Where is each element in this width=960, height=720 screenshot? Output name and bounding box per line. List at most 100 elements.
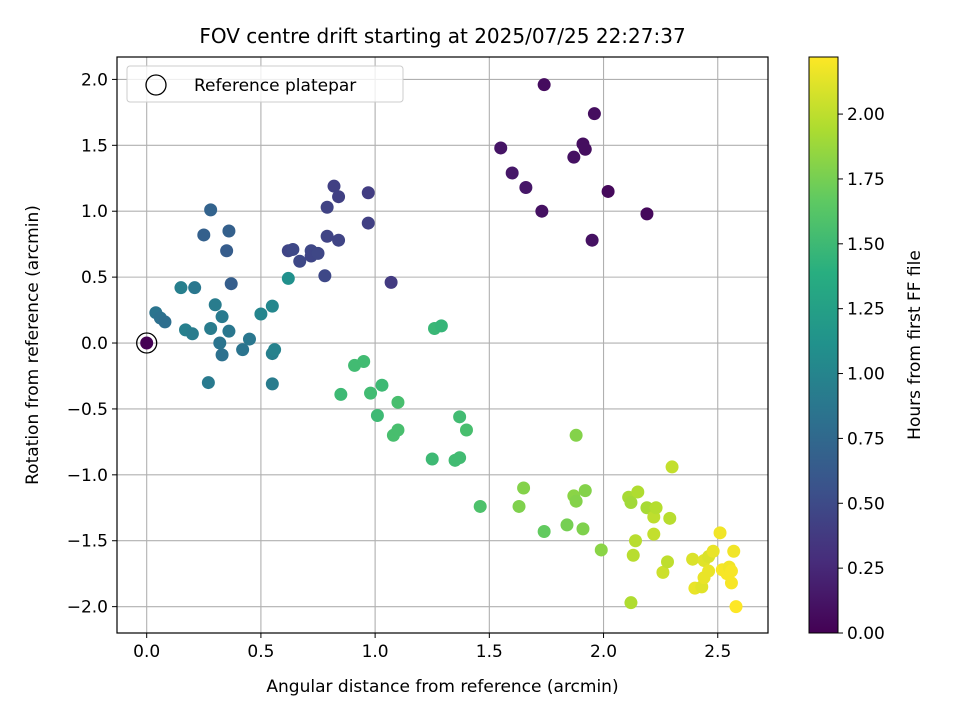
data-point xyxy=(197,228,211,242)
colorbar-tick-label: 0.75 xyxy=(847,429,885,449)
data-point xyxy=(215,310,229,324)
data-point xyxy=(567,150,581,164)
y-tick-label: −2.0 xyxy=(67,598,108,618)
scatter-points xyxy=(136,78,743,614)
colorbar-tick-label: 2.00 xyxy=(847,105,885,125)
y-ticks: −2.0 −1.5 −1.0 −0.5 0.0 0.5 1.0 1.5 2.0 xyxy=(67,70,117,618)
data-point xyxy=(265,299,279,313)
data-point xyxy=(286,242,300,256)
data-point xyxy=(384,275,398,289)
data-point xyxy=(364,386,378,400)
data-point xyxy=(425,452,439,466)
x-tick-label: 0.0 xyxy=(133,642,160,662)
x-tick-label: 1.0 xyxy=(362,642,389,662)
data-point xyxy=(629,534,643,548)
y-tick-label: −1.0 xyxy=(67,466,108,486)
data-point xyxy=(512,499,526,513)
data-point xyxy=(535,204,549,218)
data-point xyxy=(706,544,720,558)
x-tick-label: 2.5 xyxy=(704,642,731,662)
data-point xyxy=(569,428,583,442)
data-point xyxy=(268,343,282,357)
data-point xyxy=(560,518,574,532)
data-point xyxy=(724,564,738,578)
data-point xyxy=(265,377,279,391)
data-point xyxy=(686,552,700,566)
data-point xyxy=(357,354,371,368)
data-point xyxy=(204,322,218,336)
x-axis-label: Angular distance from reference (arcmin) xyxy=(266,677,618,697)
data-point xyxy=(453,451,467,465)
x-tick-label: 2.0 xyxy=(590,642,617,662)
data-point xyxy=(631,485,645,499)
data-point xyxy=(459,423,473,437)
data-point xyxy=(224,277,238,291)
data-point xyxy=(601,184,615,198)
data-point xyxy=(587,107,601,121)
data-point xyxy=(185,327,199,341)
data-point xyxy=(727,544,741,558)
data-point xyxy=(327,179,341,193)
reference-platepar-marker xyxy=(136,332,158,354)
y-tick-label: −1.5 xyxy=(67,532,108,552)
data-point xyxy=(537,525,551,539)
data-point xyxy=(318,269,332,283)
data-point xyxy=(222,324,236,338)
data-point xyxy=(208,298,222,312)
data-point xyxy=(724,576,738,590)
colorbar-tick-label: 1.25 xyxy=(847,300,885,320)
data-point xyxy=(494,141,508,155)
data-point xyxy=(320,229,334,243)
data-point xyxy=(222,224,236,238)
data-point xyxy=(713,526,727,540)
plot-frame xyxy=(116,56,769,634)
data-point xyxy=(434,319,448,333)
data-point xyxy=(656,565,670,579)
legend-entry-reference: Reference platepar xyxy=(194,76,356,96)
data-point xyxy=(281,271,295,285)
data-point xyxy=(140,336,154,350)
data-point xyxy=(505,166,519,180)
y-tick-label: −0.5 xyxy=(67,400,108,420)
data-point xyxy=(519,180,533,194)
data-point xyxy=(663,511,677,525)
data-point xyxy=(332,233,346,247)
colorbar-tick-label: 1.75 xyxy=(847,170,885,190)
data-point xyxy=(537,78,551,92)
data-point xyxy=(215,348,229,362)
data-point xyxy=(624,496,638,510)
data-point xyxy=(649,501,663,515)
data-point xyxy=(188,281,202,295)
data-point xyxy=(578,484,592,498)
data-point xyxy=(391,395,405,409)
data-point xyxy=(332,190,346,204)
data-point xyxy=(361,186,375,200)
data-point xyxy=(370,409,384,423)
legend-box xyxy=(126,65,404,103)
data-point xyxy=(320,200,334,214)
y-tick-label: 1.0 xyxy=(81,202,108,222)
data-point xyxy=(334,387,348,401)
x-tick-label: 1.5 xyxy=(476,642,503,662)
data-point xyxy=(624,596,638,610)
colorbar-tick-label: 1.50 xyxy=(847,235,885,255)
colorbar-tick-label: 1.00 xyxy=(847,365,885,385)
data-point xyxy=(517,481,531,495)
data-point xyxy=(254,307,268,321)
data-point xyxy=(361,216,375,230)
data-point xyxy=(158,315,172,329)
data-point xyxy=(640,207,654,221)
colorbar-label: Hours from first FF file xyxy=(905,250,925,440)
colorbar-tick-label: 0.50 xyxy=(847,494,885,514)
data-point xyxy=(578,142,592,156)
legend: Reference platepar xyxy=(126,65,404,103)
data-point xyxy=(174,281,188,295)
data-point xyxy=(201,376,215,390)
colorbar-ticks: 0.00 0.25 0.50 0.75 1.00 1.25 1.50 1.75 2.00 xyxy=(838,105,885,644)
colorbar-tick-label: 0.00 xyxy=(847,624,885,644)
chart-title: FOV centre drift starting at 2025/07/25 … xyxy=(199,24,685,48)
data-point xyxy=(594,543,608,557)
colorbar xyxy=(808,56,839,634)
y-axis-label: Rotation from reference (arcmin) xyxy=(23,205,43,485)
